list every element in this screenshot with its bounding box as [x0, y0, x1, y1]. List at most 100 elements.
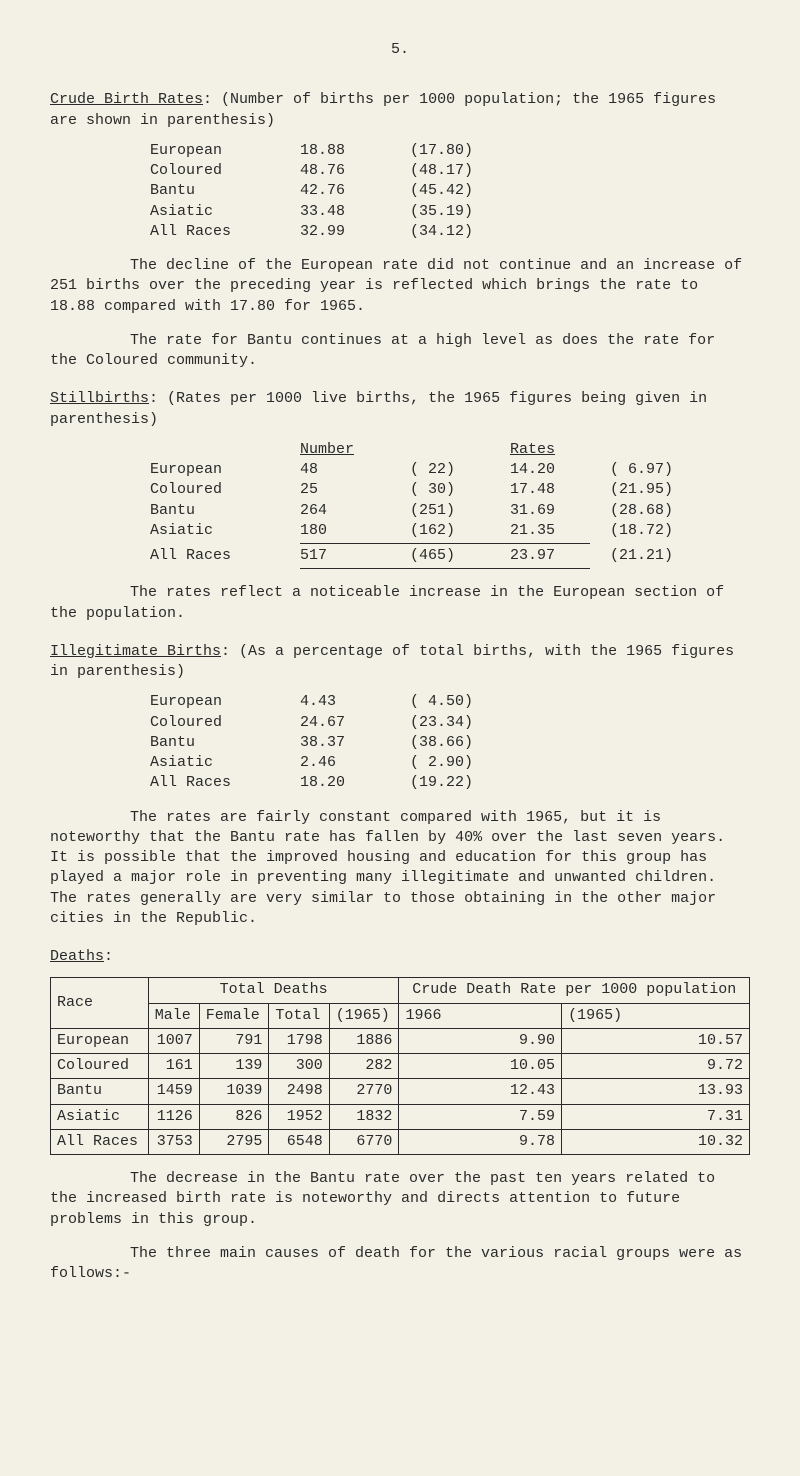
- rule: [300, 543, 400, 544]
- cell: Bantu: [50, 181, 300, 201]
- cell: 38.37: [300, 733, 410, 753]
- table-row: Asiatic180(162)21.35(18.72): [50, 521, 750, 541]
- cell: 2795: [199, 1129, 269, 1154]
- cell: Rates: [510, 440, 610, 460]
- illegitimate-para: The rates are fairly constant compared w…: [50, 808, 750, 930]
- cell: Asiatic: [50, 753, 300, 773]
- table-row: Asiatic33.48(35.19): [50, 202, 750, 222]
- cell: (34.12): [410, 222, 510, 242]
- cell: 31.69: [510, 501, 610, 521]
- cell: (28.68): [610, 501, 710, 521]
- cell: (251): [410, 501, 510, 521]
- crude-birth-label: Crude Birth Rates: [50, 91, 203, 108]
- table-row: European1007791179818869.9010.57: [51, 1028, 750, 1053]
- cell: Asiatic: [50, 202, 300, 222]
- table-row: European48( 22)14.20( 6.97): [50, 460, 750, 480]
- cell: 1798: [269, 1028, 329, 1053]
- th-male: Male: [148, 1003, 199, 1028]
- th-1965b: (1965): [562, 1003, 750, 1028]
- deaths-label: Deaths: [50, 948, 104, 965]
- cell: 2.46: [300, 753, 410, 773]
- cell: (21.21): [610, 546, 710, 566]
- illegitimate-heading: Illegitimate Births: (As a percentage of…: [50, 642, 750, 683]
- table-header-row: Race Total Deaths Crude Death Rate per 1…: [51, 978, 750, 1003]
- rule: [400, 543, 590, 544]
- table-row: European4.43( 4.50): [50, 692, 750, 712]
- cell: 10.57: [562, 1028, 750, 1053]
- cell: European: [50, 460, 300, 480]
- cell: Bantu: [50, 733, 300, 753]
- cell: 32.99: [300, 222, 410, 242]
- cell: ( 30): [410, 480, 510, 500]
- cell: (21.95): [610, 480, 710, 500]
- table-row: European18.88(17.80): [50, 141, 750, 161]
- cell: All Races: [50, 222, 300, 242]
- cell: 139: [199, 1054, 269, 1079]
- cell: 9.78: [399, 1129, 562, 1154]
- cell: 25: [300, 480, 410, 500]
- table-row: Bantu145910392498277012.4313.93: [51, 1079, 750, 1104]
- table-row: Bantu42.76(45.42): [50, 181, 750, 201]
- crude-birth-para1: The decline of the European rate did not…: [50, 256, 750, 317]
- cell: ( 4.50): [410, 692, 510, 712]
- cell: 3753: [148, 1129, 199, 1154]
- cell: 6770: [329, 1129, 399, 1154]
- table-row: Coloured16113930028210.059.72: [51, 1054, 750, 1079]
- cell: 23.97: [510, 546, 610, 566]
- deaths-para1: The decrease in the Bantu rate over the …: [50, 1169, 750, 1230]
- crude-birth-para2: The rate for Bantu continues at a high l…: [50, 331, 750, 372]
- table-row: Bantu264(251)31.69(28.68): [50, 501, 750, 521]
- table-row: All Races32.99(34.12): [50, 222, 750, 242]
- cell: (23.34): [410, 713, 510, 733]
- cell: All Races: [50, 773, 300, 793]
- cell: 1459: [148, 1079, 199, 1104]
- cell: 14.20: [510, 460, 610, 480]
- cell: European: [50, 692, 300, 712]
- table-row: Bantu38.37(38.66): [50, 733, 750, 753]
- cell: [50, 440, 300, 460]
- cell: 13.93: [562, 1079, 750, 1104]
- cell: Asiatic: [51, 1104, 149, 1129]
- th-total-deaths: Total Deaths: [148, 978, 399, 1003]
- cell: 1007: [148, 1028, 199, 1053]
- th-race: Race: [51, 978, 149, 1029]
- table-row: Asiatic1126826195218327.597.31: [51, 1104, 750, 1129]
- cell: All Races: [50, 546, 300, 566]
- cell: (17.80): [410, 141, 510, 161]
- cell: 17.48: [510, 480, 610, 500]
- cell: ( 2.90): [410, 753, 510, 773]
- table-header: Number Rates: [50, 440, 750, 460]
- table-row: Coloured25( 30)17.48(21.95): [50, 480, 750, 500]
- cell: 42.76: [300, 181, 410, 201]
- th-crude: Crude Death Rate per 1000 population: [399, 978, 750, 1003]
- cell: 9.90: [399, 1028, 562, 1053]
- cell: European: [51, 1028, 149, 1053]
- page-number: 5.: [50, 40, 750, 60]
- rule: [400, 568, 590, 569]
- cell: 180: [300, 521, 410, 541]
- cell: 791: [199, 1028, 269, 1053]
- table-total-row: All Races37532795654867709.7810.32: [51, 1129, 750, 1154]
- cell: Coloured: [50, 713, 300, 733]
- cell: 21.35: [510, 521, 610, 541]
- cell: Bantu: [50, 501, 300, 521]
- deaths-para2: The three main causes of death for the v…: [50, 1244, 750, 1285]
- cell: 4.43: [300, 692, 410, 712]
- table-total-row: All Races517(465)23.97(21.21): [50, 546, 750, 566]
- cell: ( 6.97): [610, 460, 710, 480]
- cell: 18.20: [300, 773, 410, 793]
- cell: 1952: [269, 1104, 329, 1129]
- table-row: All Races18.20(19.22): [50, 773, 750, 793]
- cell: 282: [329, 1054, 399, 1079]
- th-1965a: (1965): [329, 1003, 399, 1028]
- stillbirths-para: The rates reflect a noticeable increase …: [50, 583, 750, 624]
- cell: 2770: [329, 1079, 399, 1104]
- stillbirths-heading: Stillbirths: (Rates per 1000 live births…: [50, 389, 750, 430]
- stillbirths-rest: : (Rates per 1000 live births, the 1965 …: [50, 390, 707, 427]
- cell: 48: [300, 460, 410, 480]
- cell: 1886: [329, 1028, 399, 1053]
- cell: 826: [199, 1104, 269, 1129]
- cell: 6548: [269, 1129, 329, 1154]
- cell: [410, 440, 510, 460]
- cell: 7.31: [562, 1104, 750, 1129]
